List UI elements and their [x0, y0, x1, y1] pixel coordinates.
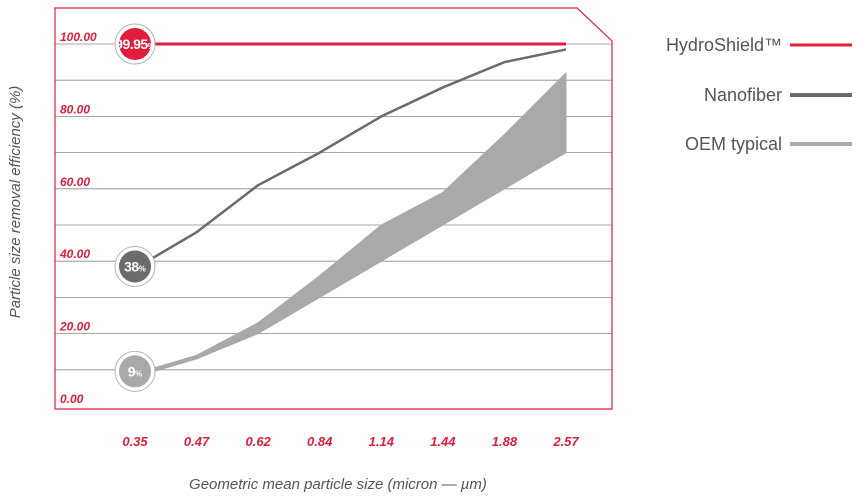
y-tick-label: 100.00 [60, 30, 97, 44]
grid-lines [55, 43, 612, 371]
legend-label: Nanofiber [704, 85, 782, 105]
badge-2: 9% [114, 350, 156, 392]
y-axis-ticks: 0.00 20.00 40.00 60.00 80.00 100.00 [59, 30, 97, 406]
badge-unit: % [135, 369, 142, 378]
x-tick-label: 0.35 [122, 434, 148, 449]
badge-disc [119, 355, 151, 388]
badge-text: 99.95% [115, 36, 155, 52]
y-axis-label: Particle size removal efficiency (%) [7, 86, 24, 319]
badge-disc [119, 28, 151, 60]
x-tick-label: 2.57 [552, 434, 579, 449]
badge-text: 9% [128, 363, 142, 379]
y-tick-label: 60.00 [60, 175, 90, 189]
badge-value: 9 [128, 363, 136, 379]
badge-disc [119, 250, 151, 283]
badge-1: 38% [114, 245, 156, 287]
x-tick-label: 1.88 [492, 434, 518, 449]
badge-text: 38% [124, 258, 146, 274]
legend-label: HydroShield™ [666, 35, 782, 55]
plot-frame [54, 7, 613, 410]
badge-unit: % [148, 42, 155, 51]
series-line-nanofiber [134, 48, 567, 270]
legend: HydroShield™ Nanofiber OEM typical [666, 35, 852, 154]
legend-label: OEM typical [685, 134, 782, 154]
series-layer [134, 42, 567, 378]
y-tick-label: 0.00 [60, 392, 84, 406]
y-tick-label: 80.00 [60, 102, 90, 116]
x-tick-label: 0.62 [245, 434, 271, 449]
x-axis-label: Geometric mean particle size (micron — µ… [189, 476, 487, 493]
y-tick-label: 20.00 [59, 320, 90, 334]
y-tick-label: 40.00 [59, 247, 90, 261]
x-tick-label: 0.84 [307, 434, 333, 449]
x-tick-label: 1.14 [369, 434, 395, 449]
start-badges: 99.95%38%9% [114, 23, 156, 392]
badge-0: 99.95% [114, 23, 156, 65]
badge-value: 99.95 [115, 36, 148, 52]
x-axis-ticks: 0.35 0.47 0.62 0.84 1.14 1.44 1.88 2.57 [122, 434, 579, 449]
x-tick-label: 0.47 [184, 434, 210, 449]
x-tick-label: 1.44 [430, 434, 456, 449]
series-band-oem-typical [134, 71, 567, 378]
badge-unit: % [139, 264, 146, 273]
badge-value: 38 [124, 258, 139, 274]
